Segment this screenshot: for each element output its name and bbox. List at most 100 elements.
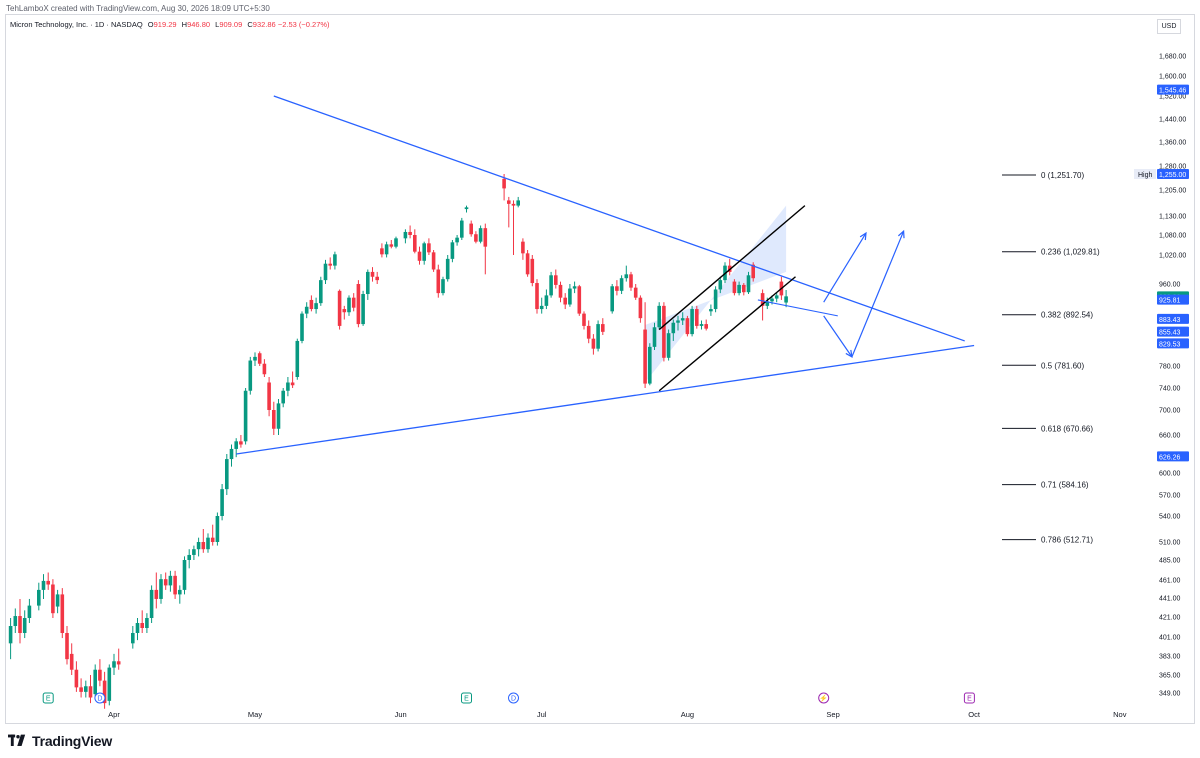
candle-body	[760, 293, 765, 306]
ohlc-legend: Micron Technology, Inc. · 1D · NASDAQ O9…	[10, 20, 330, 29]
price-badge: 883.43	[1157, 313, 1189, 324]
candle	[145, 613, 149, 633]
candle-body	[187, 554, 191, 560]
event-marker-label: ⚡	[819, 694, 828, 703]
time-axis: Apr May Jun Jul Aug Sep Oct Nov	[108, 710, 1127, 719]
candle-body	[751, 264, 755, 279]
candle	[351, 293, 356, 312]
candle	[37, 582, 41, 611]
channel-lower-line	[658, 276, 796, 392]
candle-body	[112, 661, 116, 668]
y-tick-label: 1,600.00	[1159, 74, 1186, 81]
candle-body	[131, 633, 135, 644]
candle-body	[22, 618, 27, 633]
candle-body	[319, 280, 323, 304]
candle	[60, 588, 65, 639]
candle	[102, 671, 107, 709]
candle-body	[502, 178, 506, 189]
candle	[544, 289, 549, 310]
candle-body	[568, 288, 572, 305]
candle-body	[27, 605, 32, 618]
event-marker-shape	[818, 692, 830, 704]
bullish-arrow-1-head	[859, 231, 867, 241]
price-badge-label: 855.43	[1159, 330, 1181, 337]
x-tick-label: May	[248, 710, 262, 719]
candle	[643, 302, 647, 388]
candle-body	[648, 346, 652, 384]
event-marker-shape	[42, 692, 54, 704]
candle-body	[384, 244, 389, 255]
x-tick-label: Jul	[537, 710, 547, 719]
candle-body	[248, 360, 253, 391]
candle-body	[196, 542, 201, 550]
candle	[159, 574, 163, 604]
event-marker-shape	[508, 692, 519, 704]
fib-level-label: 0.71 (584.16)	[1041, 481, 1089, 490]
candle-body	[652, 327, 657, 347]
created-by-line: TehLamboX created with TradingView.com, …	[6, 4, 270, 13]
bullish-arrow-1-path	[823, 232, 867, 303]
candle	[577, 284, 582, 316]
candle-body	[375, 276, 379, 281]
candle	[98, 659, 102, 687]
candle-body	[737, 284, 741, 294]
event-marker: D	[508, 692, 519, 704]
x-tick-label: Sep	[826, 710, 839, 719]
candle	[671, 319, 676, 341]
candle	[380, 243, 384, 258]
candle-body	[333, 254, 337, 266]
candle	[229, 444, 234, 467]
y-tick-label: 485.00	[1159, 558, 1181, 565]
candle-body	[544, 295, 549, 306]
candle-body	[351, 297, 356, 308]
y-tick-label: 461.00	[1159, 578, 1181, 585]
candle-body	[98, 669, 102, 681]
candle	[784, 290, 788, 308]
y-tick-label: 383.00	[1159, 654, 1181, 661]
candle	[257, 351, 262, 366]
candle-body	[69, 653, 74, 670]
candle-body	[163, 579, 168, 586]
candle	[389, 240, 394, 249]
candle-body	[709, 309, 713, 312]
candle	[601, 318, 605, 336]
candle	[441, 276, 445, 296]
currency-selector[interactable]: USD	[1157, 19, 1181, 34]
price-badge-label: 1,255.00	[1159, 172, 1186, 179]
candle	[464, 205, 469, 213]
candle	[93, 664, 97, 698]
candle	[342, 305, 347, 320]
y-tick-label: 1,680.00	[1159, 54, 1186, 61]
event-marker-label: E	[46, 696, 51, 703]
candle-body	[530, 258, 535, 284]
fib-level: 0 (1,251.70)	[1002, 171, 1084, 180]
candle	[662, 302, 666, 362]
candle	[591, 334, 596, 355]
candle-body	[671, 322, 676, 334]
candle-body	[370, 271, 375, 277]
fib-level: 0.71 (584.16)	[1002, 481, 1089, 490]
channel-highlight	[645, 205, 787, 383]
y-tick-label: 365.00	[1159, 673, 1181, 680]
price-badge-label: 883.43	[1159, 317, 1181, 324]
candle	[243, 388, 248, 445]
candle-body	[140, 623, 144, 628]
candle-body	[624, 274, 629, 279]
price-badge-bg	[1157, 451, 1189, 462]
price-axis: 349.00 365.00 383.00 401.00 421.00 441.00 461.…	[1134, 54, 1189, 698]
fib-level: 0.618 (670.66)	[1002, 424, 1093, 433]
brand-name: TradingView	[32, 733, 113, 749]
event-marker-label: D	[97, 696, 102, 703]
candle	[295, 338, 300, 380]
candle-body	[478, 228, 483, 242]
candle-body	[582, 313, 586, 326]
candle	[413, 229, 417, 254]
candle	[309, 295, 314, 312]
event-marker-label: E	[967, 696, 972, 703]
candle-body	[149, 589, 154, 618]
candle-body	[253, 356, 257, 361]
candle	[187, 549, 191, 569]
candle-body	[695, 309, 699, 326]
candle	[140, 610, 144, 633]
